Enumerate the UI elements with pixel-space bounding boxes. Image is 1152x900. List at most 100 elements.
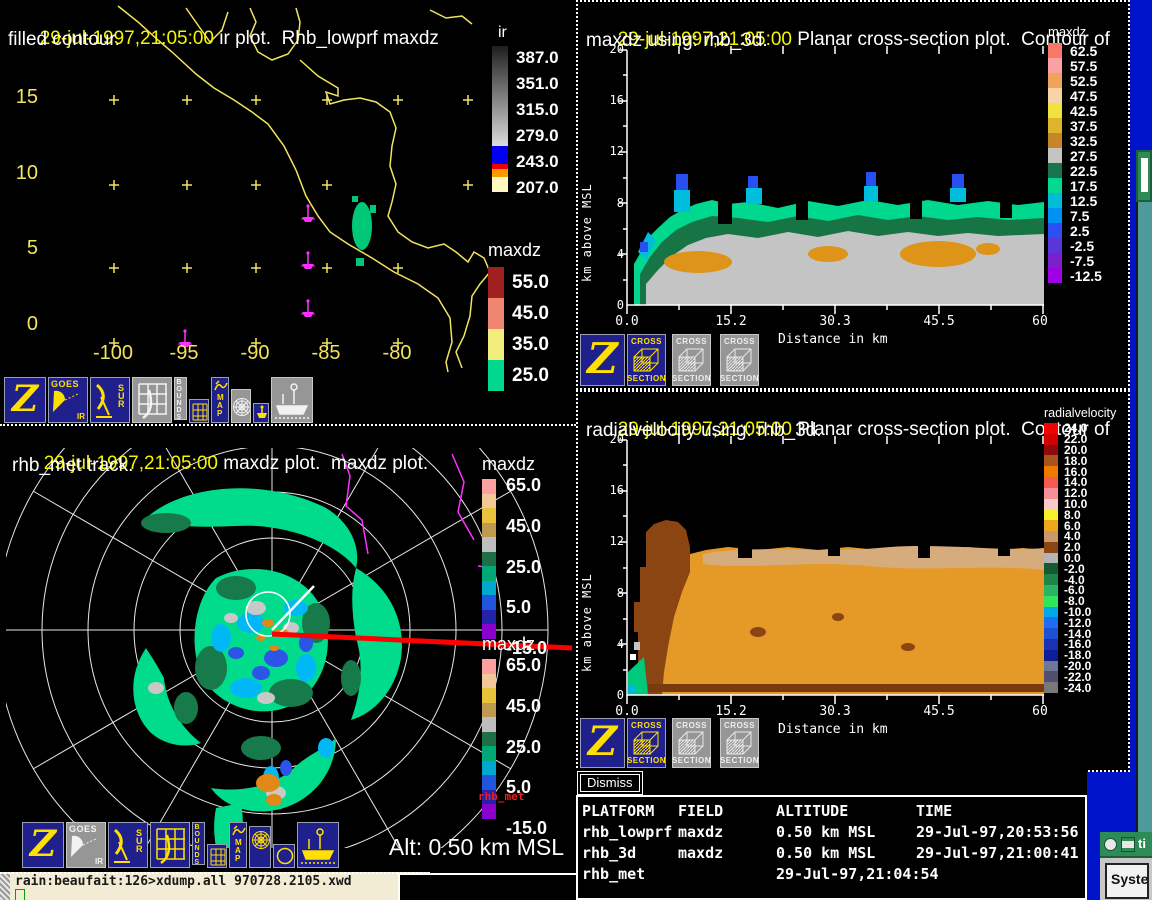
map-x-tick: -85: [311, 342, 341, 364]
range-rings-button[interactable]: [231, 389, 251, 423]
colorbar-segment: [482, 717, 496, 732]
cross-section-button[interactable]: CROSS SECTION: [672, 334, 711, 386]
colorbar-swatch: [1048, 253, 1062, 268]
cross-label: CROSS: [676, 337, 707, 346]
window-menu-button[interactable]: [1104, 838, 1117, 851]
cross-section-button-active[interactable]: CROSS SECTION: [627, 718, 666, 768]
colorbar-entry: 7.5: [1048, 208, 1102, 224]
cell-time: 29-Jul-97,20:53:56: [916, 823, 1079, 841]
map-x-axis: -100 -95 -90 -85 -80: [84, 342, 426, 365]
goes-ir-button[interactable]: GOES IR: [66, 822, 106, 868]
cross-section-button[interactable]: CROSS SECTION: [672, 718, 711, 768]
zebra-logo-button[interactable]: Z: [22, 822, 64, 868]
ship-track-line: [271, 585, 315, 631]
colorbar-segment: [482, 673, 496, 689]
colorbar-swatch: [488, 298, 504, 329]
xs-maxdz-x-axis: 0.0 15.2 30.3 45.5 60: [578, 314, 1128, 330]
colorbar-label: maxdz: [1048, 24, 1087, 39]
colorbar-swatch: [1044, 498, 1058, 510]
colorbar-entry: -24.0: [1044, 681, 1116, 695]
cross-section-button[interactable]: CROSS SECTION: [720, 334, 759, 386]
terminal-scrollbar[interactable]: [0, 874, 10, 900]
circle-overlay-button[interactable]: [273, 844, 295, 868]
zebra-logo-button[interactable]: Z: [580, 718, 625, 768]
map-label: MAP: [235, 838, 242, 863]
buoy-overlay-button[interactable]: [253, 403, 269, 423]
xs-axes: [619, 46, 1044, 314]
colorbar-value: 42.5: [1070, 102, 1098, 119]
colorbar-xs-maxdz: maxdz 62.5 57.5 52.5: [1048, 24, 1102, 284]
colorbar-value: -7.5: [1070, 252, 1095, 269]
status-table-body: rhb_lowprf maxdz 0.50 km MSL 29-Jul-97,2…: [582, 822, 1081, 885]
xs-maxdz-canvas[interactable]: [578, 2, 1128, 388]
map-x-tick: -95: [169, 342, 199, 364]
window-list-icon[interactable]: [1121, 837, 1135, 852]
colorbar-segment: [482, 775, 496, 790]
panel-ir-map: 29-jul-1997,21:05:00 ir plot. Rhb_lowprf…: [0, 0, 576, 424]
ir-panel-timestamp: 29-jul-1997,21:05:00: [39, 28, 214, 49]
bounds-label: BOUNDS: [176, 379, 182, 420]
xs-radial-x-axis: 0.0 15.2 30.3 45.5 60: [578, 704, 1128, 720]
xs-y-tick: 0: [616, 687, 624, 702]
goes-ir-button[interactable]: GOES IR: [48, 377, 88, 423]
ship-overlay-button[interactable]: [297, 822, 339, 868]
side-window-header[interactable]: [1136, 150, 1152, 202]
colorbar-value: 12.0: [1064, 486, 1088, 501]
colorbar-entry: 22.0: [1044, 432, 1116, 446]
section-label: SECTION: [671, 756, 712, 765]
bounds-button[interactable]: BOUNDS: [192, 822, 205, 865]
colorbar-swatch: [1048, 88, 1062, 103]
colorbar-entry: -14.0: [1044, 627, 1116, 641]
colorbar-value: 16.0: [1064, 464, 1088, 479]
xs-x-tick: 60: [1032, 704, 1048, 719]
cross-label: CROSS: [724, 721, 755, 730]
corner-window-titlebar[interactable]: ti: [1100, 832, 1152, 858]
xs-radial-timestamp: 29-jul-1997,21:05:00: [617, 419, 792, 440]
colorbar-tick: 351.0: [516, 74, 559, 93]
xs-y-tick: 8: [616, 585, 624, 600]
terminal-window[interactable]: rain:beaufait:126>xdump.all 970728.2105.…: [0, 872, 430, 900]
cell-field: maxdz: [678, 844, 724, 862]
cross-section-button-active[interactable]: CROSS SECTION: [627, 334, 666, 386]
map-overlay-button[interactable]: MAP: [211, 377, 229, 423]
colorbar-segment: [482, 479, 496, 494]
cross-label: CROSS: [724, 337, 755, 346]
cross-section-button[interactable]: CROSS SECTION: [720, 718, 759, 768]
colorbar-entry: 27.5: [1048, 148, 1102, 164]
zebra-logo-button[interactable]: Z: [580, 334, 625, 386]
rhi-grid-button[interactable]: [150, 822, 190, 868]
colorbar-entry: 35.0: [488, 329, 549, 360]
colorbar-entry: -4.0: [1044, 573, 1116, 587]
grid-overlay-button[interactable]: [189, 399, 209, 423]
rhi-grid-button[interactable]: [132, 377, 172, 423]
ship-overlay-button[interactable]: [271, 377, 313, 423]
cell-field: maxdz: [678, 823, 724, 841]
system-button[interactable]: Syste: [1105, 863, 1149, 899]
dismiss-button[interactable]: Dismiss: [577, 771, 643, 795]
colorbar-tick: 45.0: [506, 695, 542, 716]
dialog-strip: [576, 770, 1087, 797]
colorbar-entry: 55.0: [488, 267, 549, 298]
cross-label: CROSS: [631, 721, 662, 730]
ir-map-canvas[interactable]: [0, 0, 576, 424]
surveillance-button[interactable]: SUR: [90, 377, 130, 423]
bounds-button[interactable]: BOUNDS: [174, 377, 187, 420]
xs-radial-canvas[interactable]: [578, 392, 1128, 770]
altitude-readout: Alt: 0.50 km MSL: [388, 834, 564, 860]
colorbar-segment: [482, 659, 496, 674]
colorbar-entry: -6.0: [1044, 583, 1116, 597]
cell-time: [916, 864, 1081, 885]
colorbar-segment: [482, 595, 496, 610]
surveillance-button[interactable]: SUR: [108, 822, 148, 868]
zebra-logo-button[interactable]: Z: [4, 377, 46, 423]
map-overlay-button[interactable]: MAP: [229, 822, 247, 868]
colorbar-swatch: [1044, 617, 1058, 629]
colorbar-value: -2.5: [1070, 237, 1095, 254]
side-window: [1136, 150, 1152, 868]
range-rings-button[interactable]: [249, 826, 271, 868]
radar-canvas[interactable]: [6, 448, 576, 848]
ir-panel-title-line2: filled contour.: [8, 29, 120, 50]
colorbar-maxdz-label: maxdz: [488, 240, 542, 260]
colorbar-tick: 25.0: [506, 736, 542, 757]
grid-overlay-button[interactable]: [207, 844, 227, 868]
